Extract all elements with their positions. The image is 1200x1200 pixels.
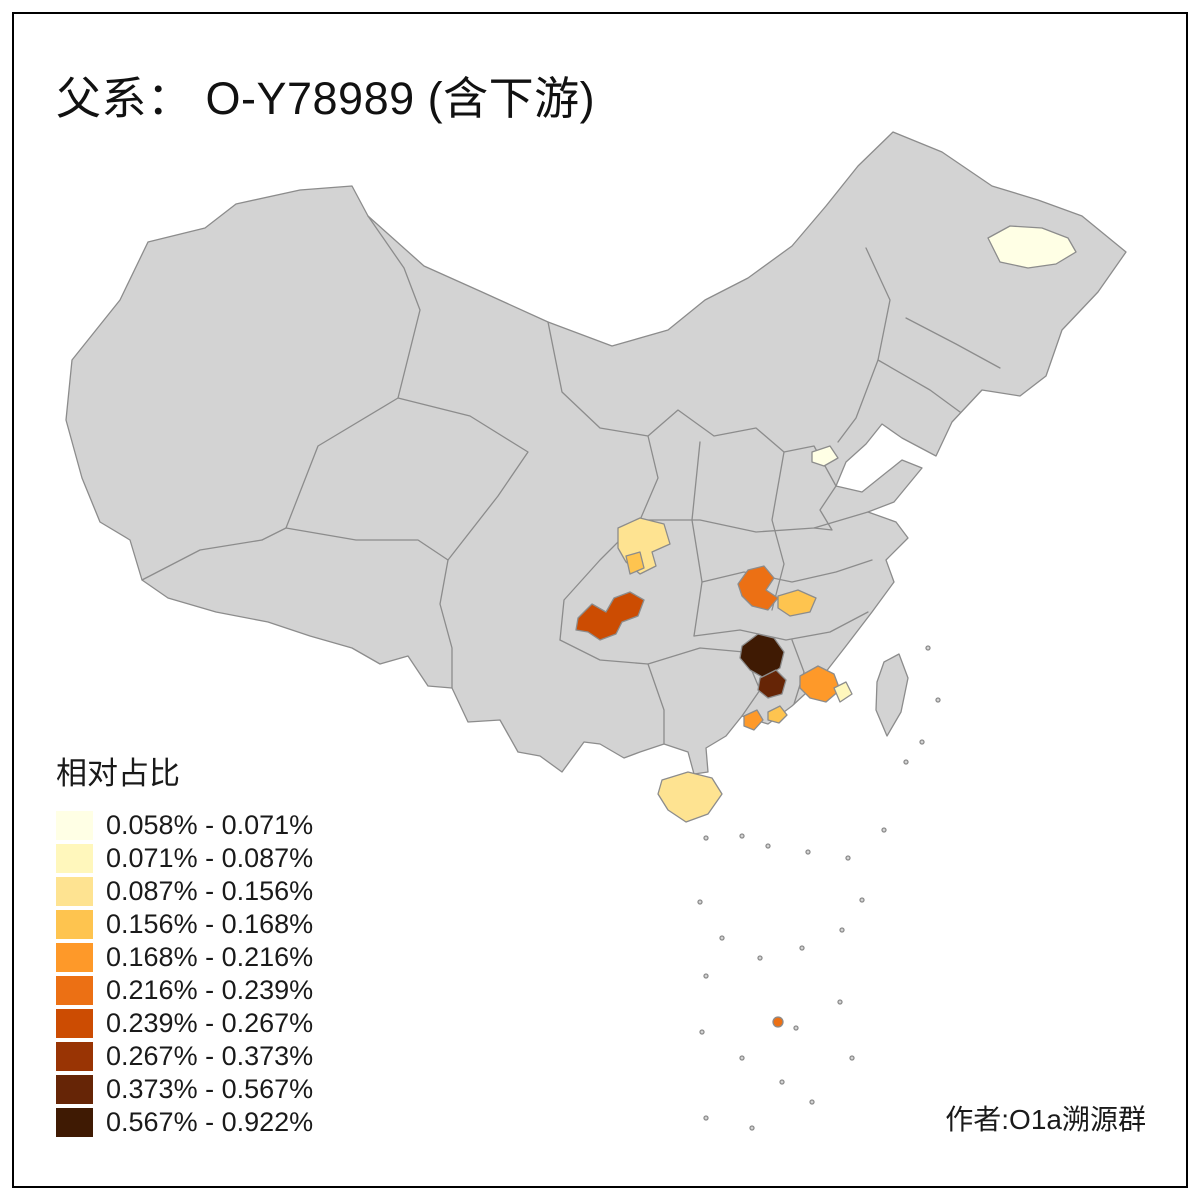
sea-islands — [697, 645, 941, 1131]
region-central-sichuan-prefecture — [625, 551, 645, 575]
legend-item: 0.087% - 0.156% — [56, 875, 313, 908]
legend-item: 0.267% - 0.373% — [56, 1040, 313, 1073]
legend-swatch — [56, 1075, 93, 1104]
region-east-guangdong-pale-prefecture — [833, 681, 853, 703]
region-coastal-guangdong-prefecture — [767, 705, 788, 724]
region-heilongjiang-prefecture — [987, 225, 1077, 269]
legend-swatch — [56, 1009, 93, 1038]
taiwan-island — [875, 653, 909, 737]
region-north-guangxi-prefecture — [757, 669, 787, 699]
china-mainland — [65, 131, 1127, 775]
region-hebei-prefecture — [811, 445, 839, 467]
legend-item: 0.071% - 0.087% — [56, 842, 313, 875]
legend-item: 0.058% - 0.071% — [56, 809, 313, 842]
region-central-hunan-prefecture — [777, 589, 817, 617]
map-root — [65, 131, 1127, 1131]
legend-label: 0.058% - 0.071% — [106, 810, 314, 840]
legend-swatch — [56, 1042, 93, 1071]
legend-label: 0.087% - 0.156% — [106, 876, 314, 906]
legend-label: 0.168% - 0.216% — [106, 942, 314, 972]
legend-swatch — [56, 844, 93, 873]
legend-item: 0.373% - 0.567% — [56, 1073, 313, 1106]
region-west-guangdong-prefecture — [743, 709, 764, 731]
region-south-sea-island — [772, 1016, 784, 1028]
legend-item: 0.156% - 0.168% — [56, 908, 313, 941]
legend-swatch — [56, 1108, 93, 1137]
region-east-guangdong-prefecture — [799, 665, 841, 703]
legend-swatch — [56, 877, 93, 906]
legend-item: 0.567% - 0.922% — [56, 1106, 313, 1139]
landmass-group — [65, 131, 1127, 1131]
legend-item: 0.239% - 0.267% — [56, 1007, 313, 1040]
legend-label: 0.267% - 0.373% — [106, 1041, 314, 1071]
page-title: 父系： O-Y78989 (含下游) — [56, 73, 596, 124]
region-south-guizhou-prefecture — [739, 633, 785, 679]
legend-label: 0.216% - 0.239% — [106, 975, 314, 1005]
legend-label: 0.567% - 0.922% — [106, 1107, 314, 1137]
legend-label: 0.239% - 0.267% — [106, 1008, 314, 1038]
author-credit: 作者:O1a溯源群 — [945, 1104, 1146, 1135]
highlighted-regions — [575, 225, 1077, 1028]
legend-label: 0.071% - 0.087% — [106, 843, 314, 873]
legend-item: 0.168% - 0.216% — [56, 941, 313, 974]
legend-label: 0.156% - 0.168% — [106, 909, 314, 939]
region-west-hunan-prefecture — [737, 565, 779, 611]
legend: 相对占比 0.058% - 0.071% 0.071% - 0.087% 0.0… — [56, 748, 313, 1139]
legend-swatch — [56, 943, 93, 972]
region-hainan-prefecture — [657, 771, 723, 823]
legend-swatch — [56, 910, 93, 939]
legend-title: 相对占比 — [56, 756, 180, 791]
legend-swatch — [56, 976, 93, 1005]
region-south-sichuan-prefecture — [575, 591, 645, 641]
legend-swatch — [56, 811, 93, 840]
legend-label: 0.373% - 0.567% — [106, 1074, 314, 1104]
legend-item: 0.216% - 0.239% — [56, 974, 313, 1007]
province-borders — [141, 215, 1001, 745]
